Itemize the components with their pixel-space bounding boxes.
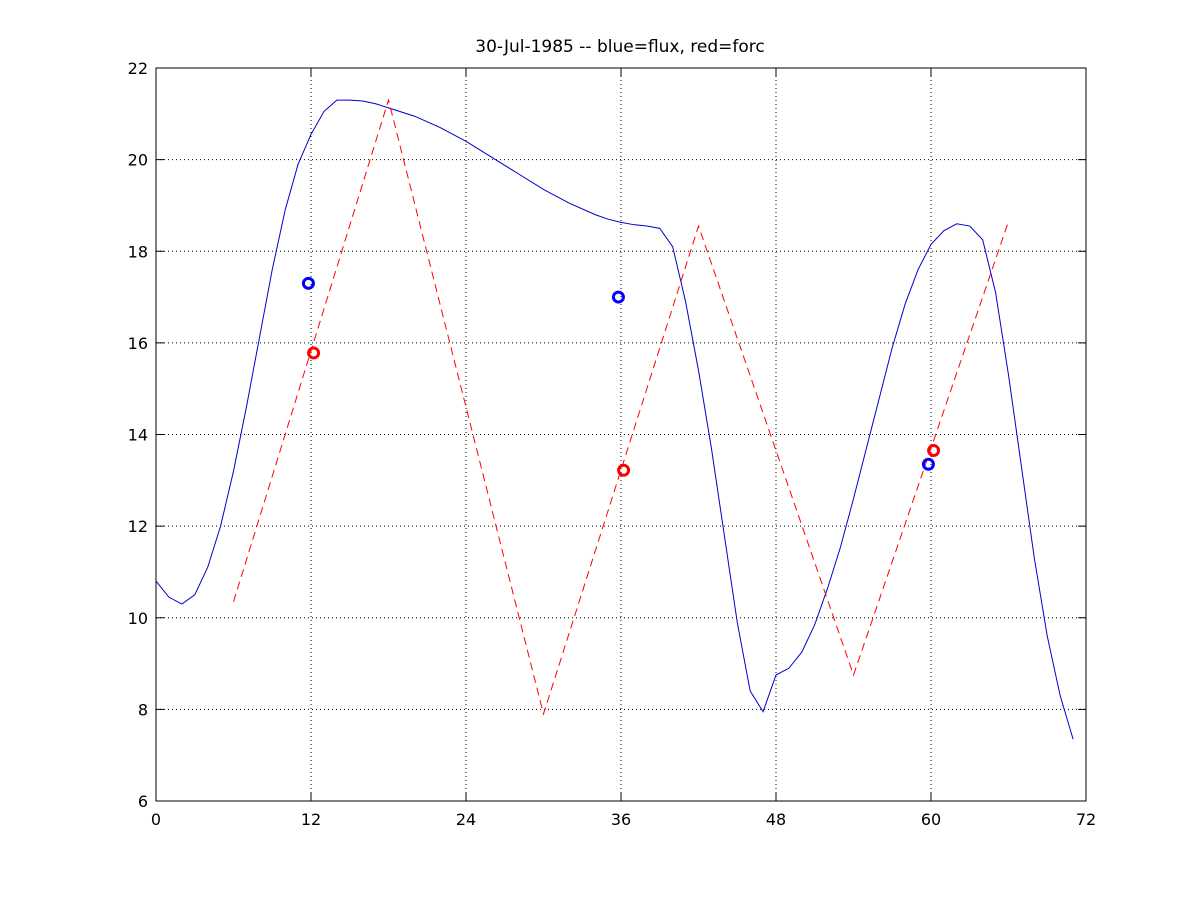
data-series (155, 98, 1074, 740)
chart-title: 30-Jul-1985 -- blue=flux, red=forc (475, 37, 765, 57)
y-tick-label: 12 (128, 517, 148, 536)
forc-series-line (233, 98, 1009, 716)
axis-ticks: 0 12 24 36 48 60 72 6 8 10 12 14 16 18 20 22 (128, 59, 1097, 829)
forc-marker (617, 463, 631, 477)
y-tick-label: 18 (128, 242, 148, 261)
grid-lines (156, 68, 1086, 801)
y-tick-label: 10 (128, 609, 148, 628)
flux-marker (611, 290, 625, 304)
x-tick-label: 72 (1076, 810, 1096, 829)
x-tick-label: 24 (456, 810, 476, 829)
y-tick-label: 14 (128, 426, 148, 445)
forc-marker (307, 346, 321, 360)
x-tick-label: 60 (921, 810, 941, 829)
x-tick-label: 12 (301, 810, 321, 829)
flux-marker (301, 276, 315, 290)
forc-marker (927, 444, 941, 458)
y-tick-label: 8 (138, 700, 148, 719)
x-tick-label: 48 (766, 810, 786, 829)
flux-series-line (155, 99, 1074, 740)
x-tick-label: 36 (611, 810, 631, 829)
x-tick-label: 0 (151, 810, 161, 829)
y-tick-label: 16 (128, 334, 148, 353)
data-markers (301, 276, 941, 477)
y-tick-label: 6 (138, 792, 148, 811)
flux-marker (921, 457, 935, 471)
y-tick-label: 20 (128, 151, 148, 170)
y-tick-label: 22 (128, 59, 148, 78)
